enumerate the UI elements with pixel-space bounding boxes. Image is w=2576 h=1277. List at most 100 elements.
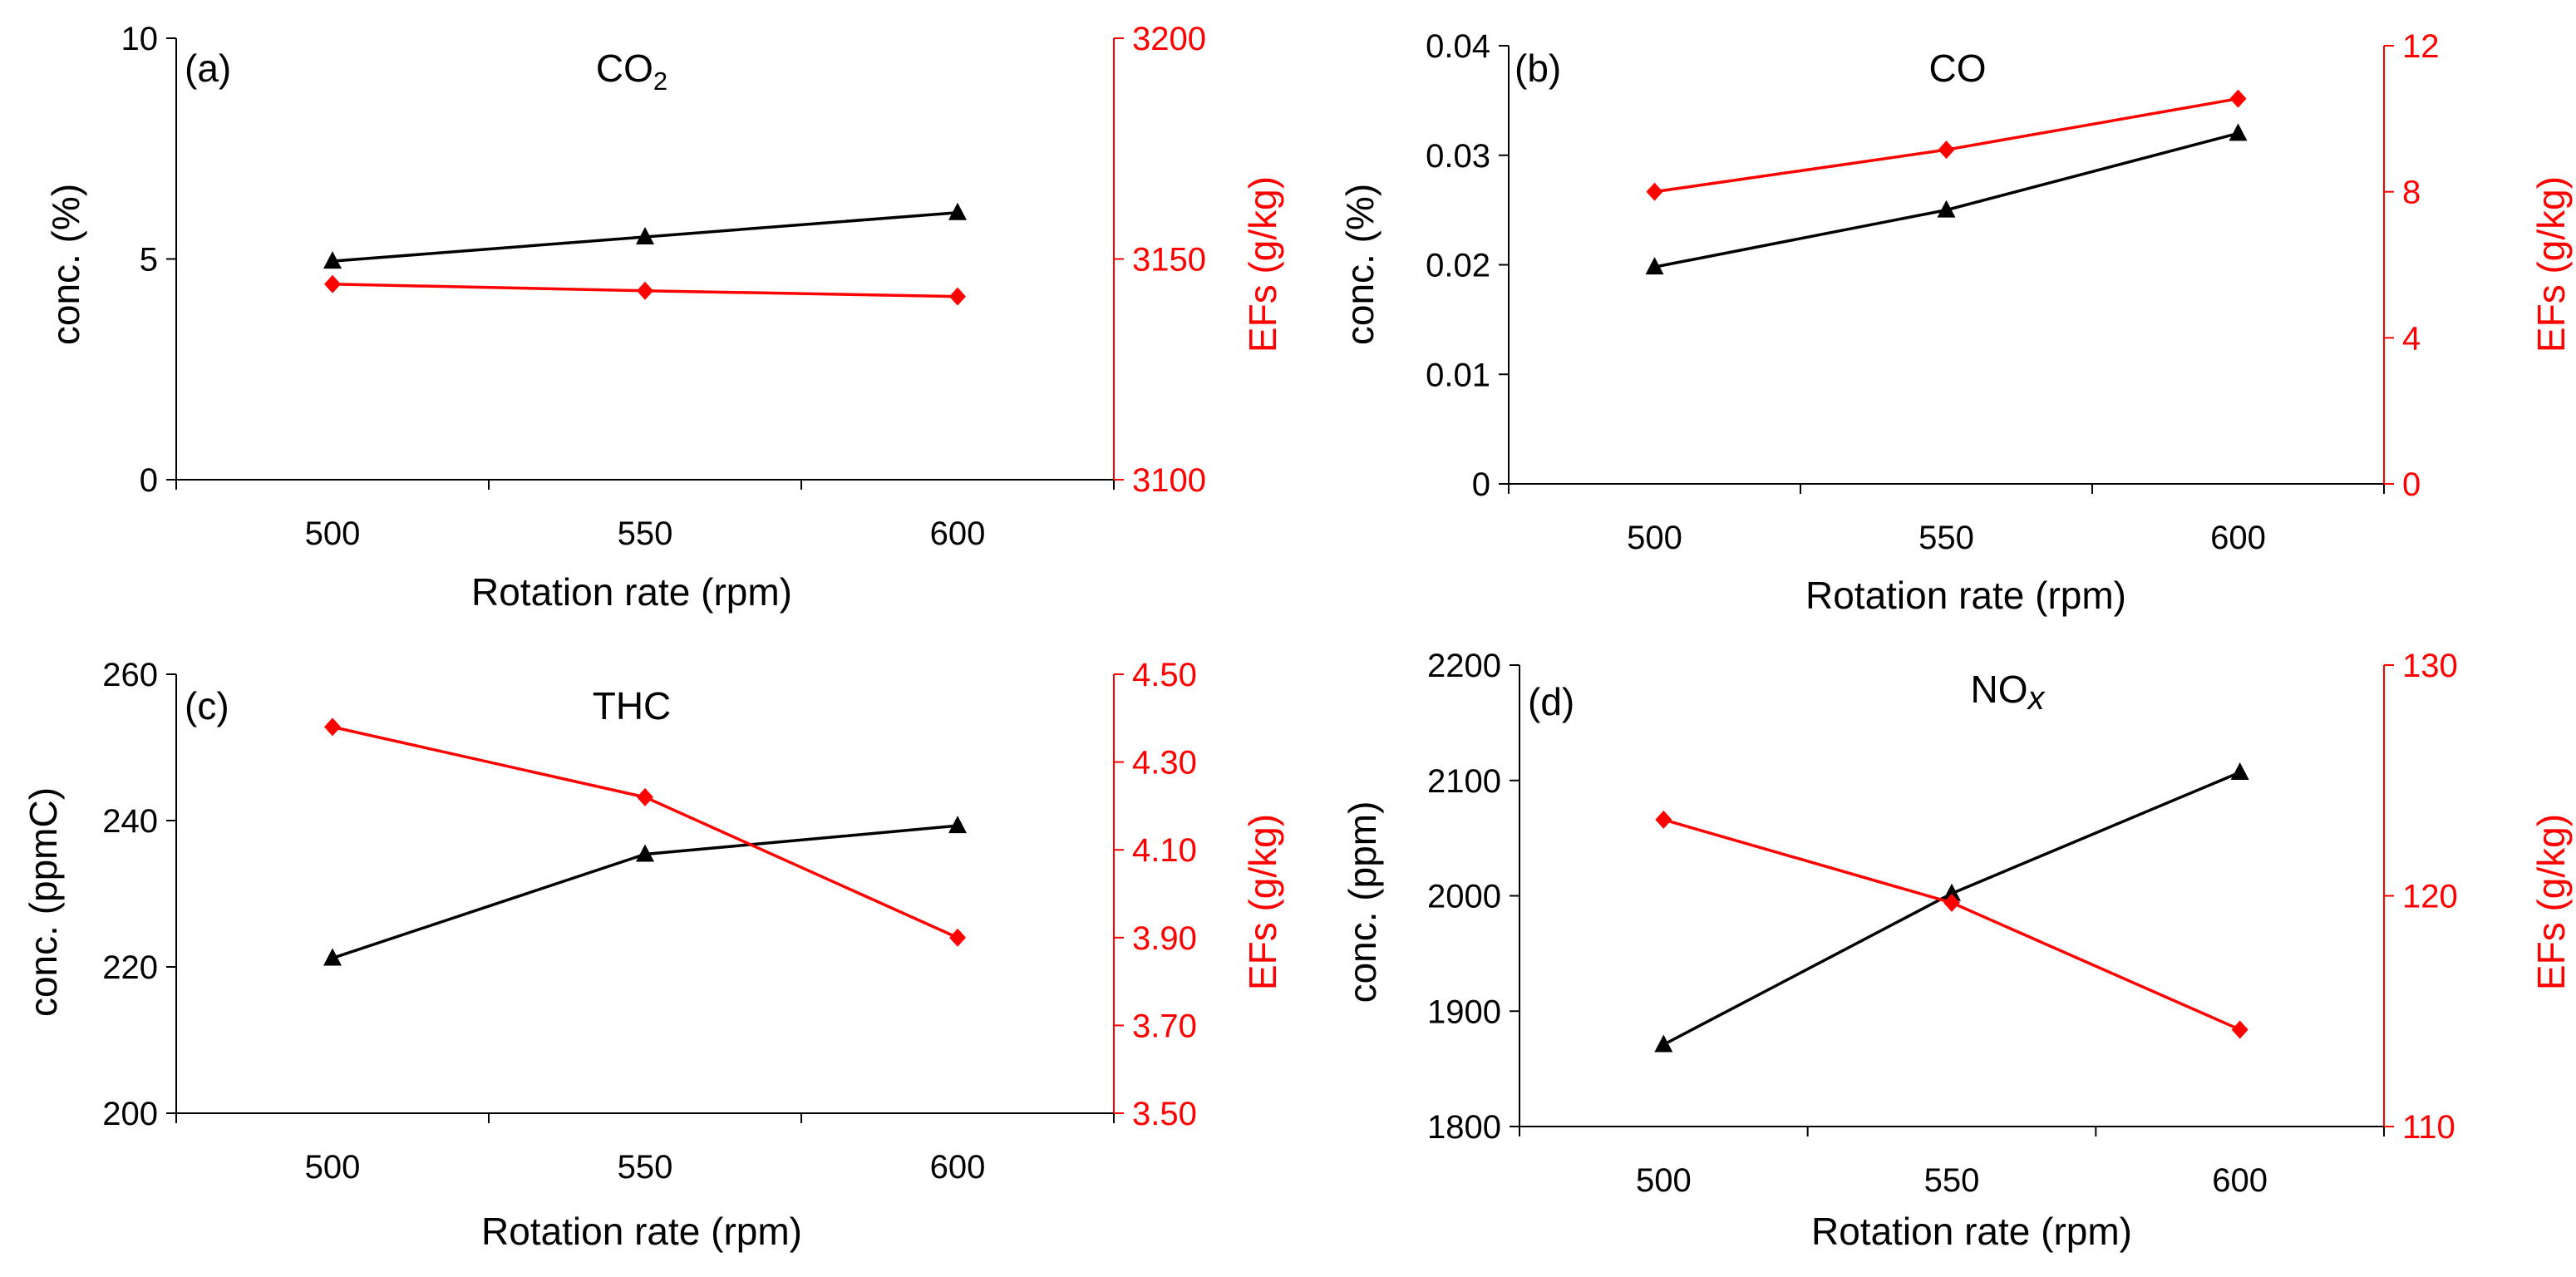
- efs-marker: [949, 287, 966, 306]
- panel-d: (d) NOx Rotation rate (rpm) conc. (ppm) …: [1341, 648, 2573, 1253]
- y-right-tick-label: 4: [2402, 320, 2421, 357]
- panel-title: CO2: [596, 47, 667, 96]
- x-tick-label: 600: [930, 515, 986, 552]
- conc-marker: [323, 948, 342, 966]
- x-axis-label: Rotation rate (rpm): [471, 570, 792, 614]
- conc-marker: [1943, 883, 1961, 901]
- y-right-tick-label: 4.50: [1132, 657, 1197, 693]
- x-tick-label: 550: [1924, 1162, 1980, 1199]
- y-axis-left-label: conc. (ppmC): [22, 787, 65, 1017]
- y-right-tick-label: 12: [2402, 28, 2440, 65]
- y-axis-left-label: conc. (%): [1338, 184, 1382, 345]
- panel-label: (c): [185, 684, 229, 727]
- y-left-tick-label: 200: [102, 1096, 158, 1132]
- y-left-tick-label: 1900: [1427, 993, 1501, 1030]
- y-left-tick-label: 2000: [1427, 879, 1501, 915]
- y-right-tick-label: 3200: [1132, 21, 1206, 57]
- panel-label: (a): [185, 47, 231, 90]
- x-tick-label: 500: [1627, 520, 1682, 556]
- y-right-tick-label: 4.30: [1132, 745, 1197, 781]
- x-tick-label: 500: [305, 1149, 361, 1186]
- conc-marker: [1645, 257, 1664, 275]
- y-right-tick-label: 130: [2402, 648, 2458, 684]
- conc-marker: [948, 202, 967, 220]
- x-tick-label: 550: [618, 515, 673, 552]
- x-tick-label: 550: [618, 1149, 673, 1186]
- efs-marker: [324, 274, 341, 293]
- efs-marker: [1938, 141, 1955, 160]
- panel-title: THC: [593, 684, 672, 727]
- y-right-tick-label: 0: [2402, 466, 2421, 503]
- y-left-tick-label: 0.03: [1426, 138, 1490, 175]
- y-right-tick-label: 8: [2402, 175, 2421, 211]
- efs-marker: [2231, 1020, 2248, 1039]
- y-left-tick-label: 1800: [1427, 1109, 1501, 1146]
- conc-marker: [2230, 762, 2249, 781]
- x-tick-label: 500: [1636, 1162, 1692, 1199]
- y-right-tick-label: 3100: [1132, 462, 1206, 499]
- y-axis-right-label: EFs (g/kg): [2529, 176, 2573, 353]
- panel-title: NOx: [1971, 668, 2047, 717]
- y-left-tick-label: 2100: [1427, 763, 1501, 800]
- y-left-tick-label: 0.02: [1426, 248, 1490, 284]
- title-italic-suffix: x: [2027, 680, 2047, 717]
- y-axis-left-label: conc. (ppm): [1341, 801, 1384, 1003]
- y-left-tick-label: 240: [102, 803, 158, 840]
- y-axis-right-label: EFs (g/kg): [1241, 814, 1284, 990]
- y-left-tick-label: 2200: [1427, 648, 1501, 684]
- efs-marker: [2229, 89, 2247, 108]
- panel-label: (d): [1528, 680, 1574, 723]
- y-right-tick-label: 3150: [1132, 242, 1206, 279]
- panel-c: (c) THC Rotation rate (rpm) conc. (ppmC)…: [22, 657, 1284, 1253]
- efs-marker: [949, 928, 966, 947]
- conc-marker: [1937, 200, 1956, 218]
- y-left-tick-label: 260: [102, 657, 158, 693]
- conc-marker: [636, 844, 654, 862]
- y-right-tick-label: 3.90: [1132, 920, 1197, 957]
- title-main: CO: [596, 47, 653, 90]
- y-left-tick-label: 0: [1472, 466, 1490, 503]
- efs-marker: [1646, 182, 1663, 201]
- efs-marker: [324, 717, 341, 737]
- title-subscript: 2: [653, 67, 667, 96]
- y-right-tick-label: 110: [2402, 1109, 2455, 1146]
- x-tick-label: 600: [2210, 520, 2266, 556]
- efs-marker: [1943, 893, 1960, 912]
- panel-a: (a) CO2 Rotation rate (rpm) conc. (%) EF…: [44, 21, 1284, 614]
- title-main: THC: [593, 684, 672, 727]
- y-axis-right-label: EFs (g/kg): [1241, 176, 1284, 353]
- conc-marker: [1654, 1034, 1673, 1053]
- y-right-tick-label: 3.50: [1132, 1096, 1197, 1132]
- conc-marker: [636, 226, 654, 244]
- efs-marker: [1655, 810, 1672, 829]
- x-tick-label: 500: [305, 515, 361, 552]
- conc-marker: [323, 251, 342, 269]
- x-tick-label: 600: [2212, 1162, 2268, 1199]
- x-tick-label: 600: [930, 1149, 986, 1186]
- y-left-tick-label: 5: [140, 242, 158, 279]
- y-left-tick-label: 10: [121, 21, 159, 57]
- panel-b: (b) CO Rotation rate (rpm) conc. (%) EFs…: [1338, 28, 2573, 617]
- title-main: NO: [1971, 668, 2028, 711]
- x-tick-label: 550: [1918, 520, 1974, 556]
- y-right-tick-label: 120: [2402, 879, 2458, 915]
- y-left-tick-label: 0.01: [1426, 357, 1490, 393]
- panel-label: (b): [1515, 47, 1561, 90]
- y-right-tick-label: 3.70: [1132, 1008, 1197, 1044]
- efs-marker: [637, 281, 653, 300]
- y-left-tick-label: 0: [140, 462, 158, 499]
- conc-marker: [2229, 123, 2248, 141]
- x-axis-label: Rotation rate (rpm): [1811, 1210, 2132, 1253]
- title-main: CO: [1929, 47, 1987, 90]
- x-axis-label: Rotation rate (rpm): [1805, 574, 2126, 617]
- y-left-tick-label: 220: [102, 949, 158, 986]
- efs-marker: [637, 787, 653, 806]
- conc-marker: [948, 816, 967, 834]
- y-right-tick-label: 4.10: [1132, 832, 1197, 869]
- y-left-tick-label: 0.04: [1426, 28, 1490, 65]
- y-axis-left-label: conc. (%): [44, 184, 87, 345]
- x-axis-label: Rotation rate (rpm): [481, 1210, 802, 1253]
- y-axis-right-label: EFs (g/kg): [2529, 814, 2573, 990]
